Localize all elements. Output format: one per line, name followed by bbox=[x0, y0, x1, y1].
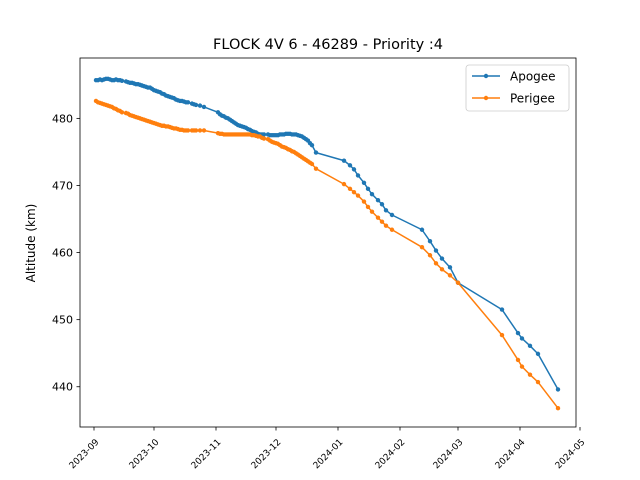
apogee-point bbox=[351, 167, 357, 172]
apogee-point bbox=[347, 163, 353, 168]
perigee-point bbox=[369, 209, 375, 214]
legend-label-perigee: Perigee bbox=[510, 92, 555, 106]
plot-frame bbox=[79, 57, 577, 428]
apogee-point bbox=[527, 343, 533, 349]
perigee-point bbox=[351, 189, 357, 195]
perigee-point bbox=[185, 128, 191, 133]
perigee-point bbox=[197, 128, 203, 133]
y-tick-label: 480 bbox=[52, 112, 73, 125]
perigee-point bbox=[201, 128, 207, 133]
perigee-point bbox=[309, 161, 315, 167]
series-layer bbox=[93, 76, 561, 411]
perigee-point bbox=[355, 193, 361, 198]
perigee-point bbox=[447, 273, 453, 278]
apogee-point bbox=[313, 150, 319, 155]
chart-title: FLOCK 4V 6 - 46289 - Priority :4 bbox=[213, 37, 443, 53]
perigee-point bbox=[119, 110, 125, 115]
y-axis-label: Altitude (km) bbox=[24, 204, 38, 283]
legend: Apogee Perigee bbox=[465, 64, 570, 112]
apogee-point bbox=[379, 202, 385, 207]
apogee-point bbox=[515, 330, 521, 336]
apogee-point bbox=[439, 256, 445, 261]
apogee-point bbox=[201, 104, 207, 110]
perigee-point bbox=[261, 136, 267, 141]
perigee-point bbox=[455, 280, 461, 285]
apogee-point bbox=[119, 78, 125, 84]
y-tick-label: 450 bbox=[52, 314, 73, 327]
apogee-point bbox=[419, 227, 425, 232]
apogee-point bbox=[309, 143, 315, 148]
apogee-point bbox=[555, 387, 561, 392]
apogee-point bbox=[355, 173, 361, 178]
apogee-point bbox=[193, 102, 199, 108]
legend-label-apogee: Apogee bbox=[510, 70, 556, 84]
apogee-point bbox=[261, 132, 267, 137]
perigee-point bbox=[499, 332, 505, 338]
y-tick-label: 470 bbox=[52, 179, 73, 192]
apogee-point bbox=[375, 198, 381, 203]
perigee-point bbox=[383, 223, 389, 228]
perigee-point bbox=[535, 379, 541, 385]
perigee-point bbox=[365, 204, 371, 210]
apogee-point bbox=[433, 248, 439, 253]
apogee-point bbox=[197, 103, 203, 108]
apogee-point bbox=[535, 351, 541, 357]
apogee-point bbox=[341, 158, 347, 163]
apogee-point bbox=[361, 180, 367, 185]
perigee-point bbox=[515, 357, 521, 363]
perigee-point bbox=[519, 364, 525, 369]
perigee-point bbox=[379, 219, 385, 224]
perigee-point bbox=[341, 181, 347, 187]
apogee-point bbox=[447, 265, 453, 270]
perigee-point bbox=[439, 267, 445, 272]
perigee-point bbox=[389, 227, 395, 232]
perigee-point bbox=[193, 128, 199, 133]
y-tick-label: 440 bbox=[52, 381, 73, 394]
perigee-point bbox=[555, 406, 561, 411]
apogee-point bbox=[185, 100, 191, 105]
series-apogee bbox=[93, 76, 561, 392]
perigee-point bbox=[527, 372, 533, 377]
apogee-point bbox=[383, 208, 389, 213]
apogee-point bbox=[389, 212, 395, 218]
series-perigee bbox=[93, 98, 561, 411]
perigee-point bbox=[347, 186, 353, 192]
legend-marker-apogee bbox=[483, 73, 489, 79]
legend-marker-perigee bbox=[483, 95, 489, 101]
apogee-point bbox=[427, 238, 433, 244]
perigee-point bbox=[313, 166, 319, 171]
perigee-point bbox=[375, 215, 381, 220]
perigee-point bbox=[433, 261, 439, 266]
apogee-point bbox=[365, 186, 371, 192]
apogee-point bbox=[499, 307, 505, 312]
apogee-point bbox=[519, 336, 525, 341]
y-tick-label: 460 bbox=[52, 247, 73, 260]
perigee-point bbox=[427, 253, 433, 258]
apogee-point bbox=[369, 191, 375, 197]
perigee-point bbox=[419, 245, 425, 250]
perigee-point bbox=[361, 199, 367, 204]
